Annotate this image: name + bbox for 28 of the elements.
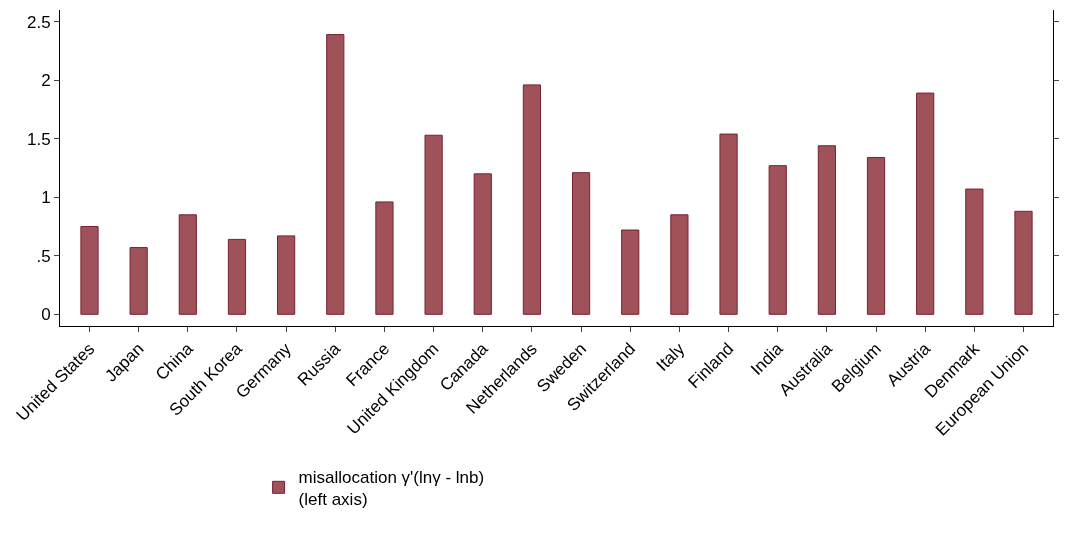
bar xyxy=(1014,210,1033,315)
bar xyxy=(817,145,836,315)
bar xyxy=(621,229,640,315)
bar xyxy=(178,214,197,315)
legend-label: misallocation γ'(lnγ - lnb) (left axis) xyxy=(298,467,485,509)
y-tick-label: 0 xyxy=(41,305,51,325)
bar xyxy=(719,133,738,315)
bar xyxy=(326,34,345,315)
y-tick-label: 2.5 xyxy=(26,12,51,32)
bar xyxy=(768,165,787,315)
bar xyxy=(473,173,492,315)
bar xyxy=(375,201,394,315)
bar xyxy=(277,235,296,315)
y-tick-label: .5 xyxy=(36,246,51,266)
bar xyxy=(670,214,689,315)
y-tick-label: 1.5 xyxy=(26,129,51,149)
bar xyxy=(965,188,984,315)
y-tick-label: 1 xyxy=(41,188,51,208)
x-tick-label: Italy xyxy=(652,338,689,375)
bar xyxy=(916,92,935,315)
bar xyxy=(129,247,148,315)
y-tick-label: 2 xyxy=(41,71,51,91)
bar xyxy=(424,134,443,315)
bar xyxy=(227,238,247,315)
bar xyxy=(571,172,591,315)
bar xyxy=(522,84,542,315)
bar xyxy=(866,156,886,315)
bar xyxy=(80,226,99,315)
